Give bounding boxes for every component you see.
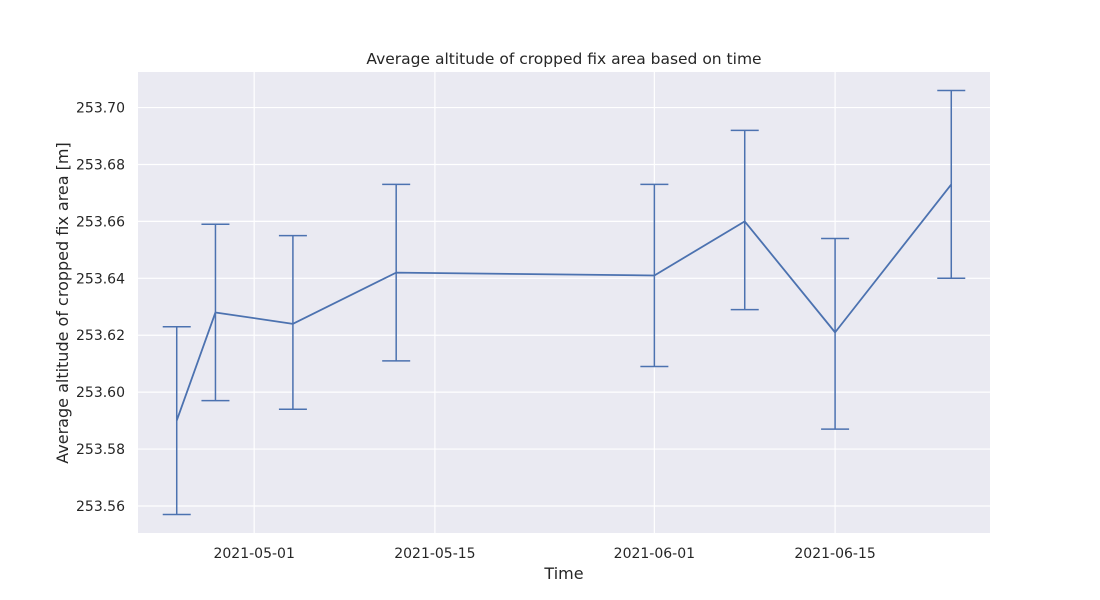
x-tick-label: 2021-05-15: [394, 546, 475, 562]
x-tick-label: 2021-05-01: [213, 546, 294, 562]
y-tick-label: 253.62: [76, 328, 125, 344]
chart-title: Average altitude of cropped fix area bas…: [366, 50, 761, 68]
y-tick-label: 253.58: [76, 442, 125, 458]
y-tick-label: 253.66: [76, 214, 125, 230]
grid: [138, 72, 990, 533]
y-tick-label: 253.68: [76, 157, 125, 173]
y-tick-label: 253.64: [76, 271, 125, 287]
y-axis-label: Average altitude of cropped fix area [m]: [53, 142, 72, 463]
x-tick-labels: 2021-05-01 2021-05-15 2021-06-01 2021-06-15: [213, 546, 875, 562]
x-axis-label: Time: [543, 564, 583, 583]
y-tick-label: 253.70: [76, 101, 125, 117]
series-line: [175, 183, 952, 421]
x-tick-label: 2021-06-01: [614, 546, 695, 562]
series-layer: [162, 89, 966, 516]
y-tick-label: 253.56: [76, 499, 125, 515]
y-tick-labels: 253.56 253.58 253.60 253.62 253.64 253.66 253.…: [76, 101, 125, 515]
x-tick-label: 2021-06-15: [794, 546, 875, 562]
y-tick-label: 253.60: [76, 385, 125, 401]
plot-background: [138, 72, 990, 533]
